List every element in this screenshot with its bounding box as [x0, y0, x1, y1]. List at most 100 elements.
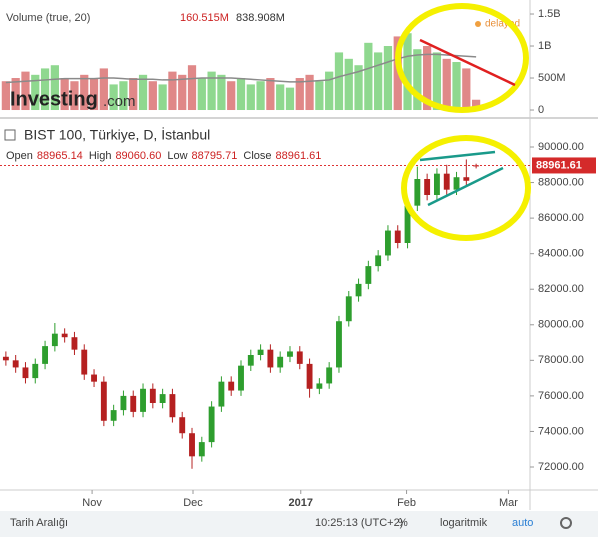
candle-body: [257, 349, 264, 355]
y-tick-label: 72000.00: [538, 461, 584, 473]
y-tick-label: 78000.00: [538, 354, 584, 366]
y-tick-label: 1.5B: [538, 8, 561, 20]
candle-body: [198, 442, 205, 457]
candle-body: [149, 388, 156, 403]
candle-body: [453, 177, 460, 190]
y-tick-label: 80000.00: [538, 319, 584, 331]
highlight-circle: [395, 3, 529, 113]
candle-body: [228, 381, 235, 391]
last-price-label: 88961.61: [536, 159, 582, 171]
volume-bar: [138, 74, 148, 111]
volume-bar: [432, 52, 442, 111]
ohlc-value: 88961.61: [276, 150, 322, 162]
y-tick-label: 84000.00: [538, 248, 584, 260]
candle-body: [61, 333, 68, 338]
volume-bar: [148, 81, 157, 111]
ohlc-label: Low: [167, 150, 187, 162]
candle-body: [81, 349, 88, 375]
candle-body: [404, 205, 411, 243]
volume-bar: [256, 81, 265, 111]
auto-button[interactable]: auto: [512, 517, 533, 529]
volume-bar: [442, 58, 451, 111]
volume-bar: [462, 68, 471, 111]
trend-line: [427, 166, 504, 207]
candle-body: [100, 381, 107, 421]
candle-body: [42, 346, 49, 364]
volume-bar: [266, 78, 275, 111]
candle-body: [433, 173, 440, 195]
candle-body: [120, 395, 127, 411]
y-tick-label: 1B: [538, 40, 551, 52]
toolbar: [0, 511, 598, 537]
trend-line: [419, 38, 516, 87]
candle-body: [22, 367, 29, 379]
clock: 10:25:13 (UTC+2): [315, 517, 403, 529]
candle-body: [51, 333, 58, 347]
volume-bar: [21, 71, 30, 111]
range-button[interactable]: Tarih Aralığı: [10, 517, 68, 529]
ohlc-label: High: [89, 150, 112, 162]
volume-bar: [383, 46, 393, 111]
volume-bar: [236, 78, 246, 111]
ohlc-label: Close: [243, 150, 271, 162]
candle-body: [218, 381, 225, 407]
volume-bar: [119, 81, 128, 111]
y-tick-label: 76000.00: [538, 390, 584, 402]
candle-body: [2, 356, 9, 361]
ohlc-label: Open: [6, 150, 33, 162]
volume-bar: [325, 71, 334, 111]
y-tick-label: 74000.00: [538, 425, 584, 437]
candle-body: [130, 395, 137, 412]
candle-body: [159, 394, 166, 403]
candle-body: [414, 178, 421, 206]
volume-bar: [50, 65, 59, 111]
candle-body: [91, 374, 97, 382]
x-tick-label: Mar: [499, 497, 518, 509]
candle-body: [208, 406, 215, 443]
volume-bar: [295, 78, 304, 111]
volume-bar: [472, 99, 481, 111]
volume-bar: [109, 84, 118, 111]
collapse-icon[interactable]: [4, 129, 16, 141]
volume-bar: [99, 68, 108, 111]
percent-button[interactable]: %: [398, 517, 408, 529]
candle-body: [267, 349, 274, 368]
logo: Investing: [10, 88, 98, 110]
candle-body: [287, 351, 293, 357]
last-price-box: [532, 157, 596, 174]
volume-bar: [364, 42, 373, 111]
candle-body: [355, 283, 362, 297]
settings-icon[interactable]: [560, 517, 572, 529]
candle-body: [296, 351, 303, 364]
candle-body: [189, 433, 195, 457]
volume-bar: [217, 74, 226, 111]
candle-body: [238, 365, 244, 391]
candle-body: [12, 360, 19, 368]
ohlc-value: 88795.71: [192, 150, 238, 162]
volume-bar: [11, 78, 20, 111]
volume-bar: [207, 71, 216, 111]
ohlc-value: 88965.14: [37, 150, 83, 162]
candle-body: [247, 354, 254, 366]
volume-bar: [70, 81, 79, 111]
volume-bar: [246, 84, 255, 111]
volume-bar: [89, 78, 99, 111]
candle-body: [140, 388, 146, 412]
volume-bar: [276, 84, 285, 111]
x-tick-label: Feb: [397, 497, 416, 509]
volume-bar: [374, 52, 383, 111]
candle-body: [365, 266, 372, 284]
candle-body: [71, 337, 78, 350]
candle-body: [424, 178, 431, 195]
volume-bar: [344, 58, 353, 111]
volume-ma-last: 838.908M: [236, 12, 285, 24]
volume-bar: [423, 46, 432, 111]
candle-body: [336, 321, 342, 368]
logo-suffix: .com: [103, 93, 136, 110]
volume-bar: [129, 78, 138, 111]
y-tick-label: 82000.00: [538, 283, 584, 295]
delayed-badge: delayed: [485, 19, 520, 30]
log-button[interactable]: logaritmik: [440, 517, 488, 529]
candle-body: [443, 173, 450, 190]
